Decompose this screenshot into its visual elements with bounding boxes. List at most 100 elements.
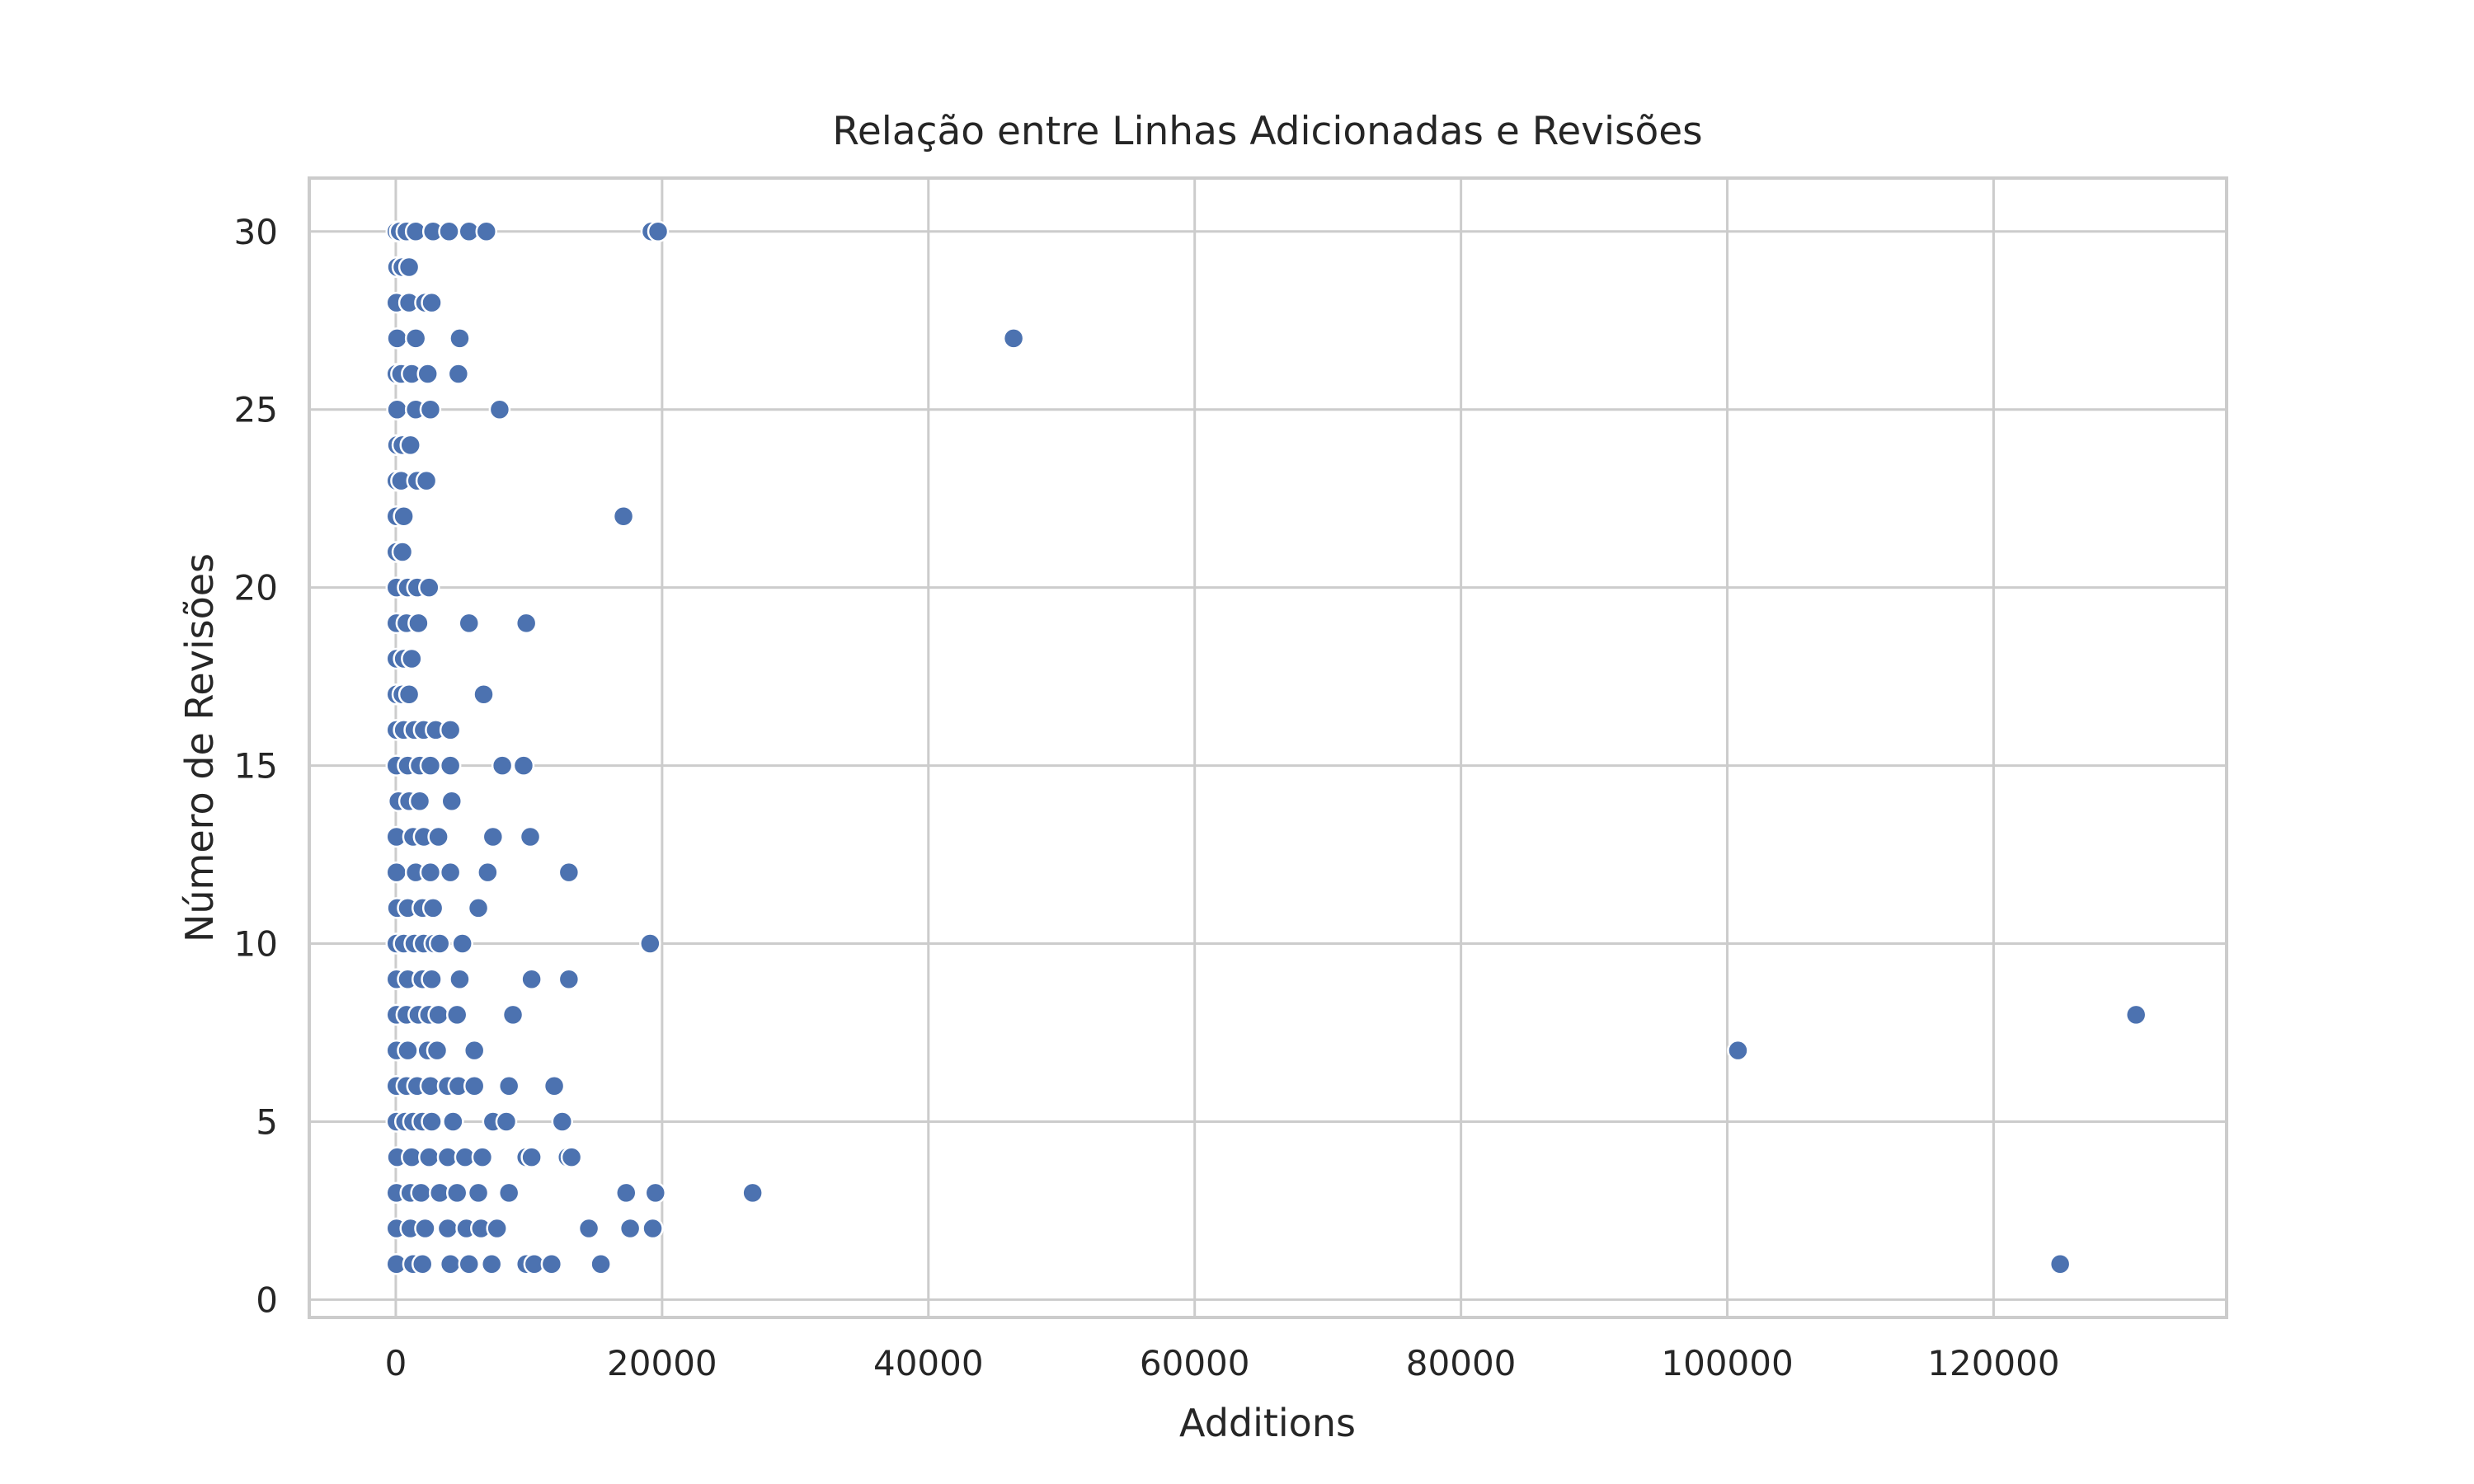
scatter-point <box>449 327 471 350</box>
scatter-point <box>439 719 462 741</box>
scatter-point <box>488 398 511 420</box>
y-tick-label: 30 <box>234 212 278 252</box>
scatter-point <box>497 1075 520 1097</box>
scatter-point <box>439 861 462 884</box>
x-tick-label: 120000 <box>1927 1343 2059 1383</box>
scatter-point <box>421 1111 443 1133</box>
scatter-point <box>458 612 480 635</box>
scatter-point <box>428 932 451 955</box>
scatter-point <box>416 363 439 385</box>
y-tick-label: 10 <box>234 924 278 965</box>
scatter-point <box>386 398 408 420</box>
scatter-point <box>486 1217 508 1240</box>
scatter-point <box>421 968 443 990</box>
scatter-point <box>427 825 449 848</box>
scatter-point <box>419 754 442 777</box>
y-tick-labels: 0 5 10 15 20 25 30 <box>234 212 278 1321</box>
scatter-point <box>1727 1039 1749 1062</box>
scatter-point <box>475 220 497 243</box>
y-tick-label: 5 <box>256 1101 278 1142</box>
y-tick-label: 20 <box>234 568 278 608</box>
x-tick-label: 80000 <box>1406 1343 1517 1383</box>
x-tick-label: 40000 <box>873 1343 984 1383</box>
scatter-point <box>419 861 442 884</box>
scatter-point <box>647 220 670 243</box>
scatter-point <box>551 1111 574 1133</box>
scatter-point <box>399 434 421 457</box>
scatter-point <box>501 1003 524 1026</box>
scatter-point <box>421 897 444 919</box>
scatter-point <box>439 754 462 777</box>
scatter-point <box>1002 327 1025 350</box>
scatter-point <box>407 612 430 635</box>
scatter-point <box>639 932 661 955</box>
scatter-point <box>436 1217 459 1240</box>
scatter-point <box>419 398 442 420</box>
scatter-point <box>540 1252 563 1275</box>
scatter-point <box>471 1146 494 1168</box>
scatter-point <box>391 541 414 563</box>
scatter-point <box>557 968 581 990</box>
scatter-point <box>520 968 543 990</box>
grid-lines <box>309 178 2227 1317</box>
scatter-point <box>386 327 408 350</box>
scatter-point <box>477 861 499 884</box>
scatter-point <box>480 1252 503 1275</box>
scatter-point <box>467 1181 490 1205</box>
scatter-point <box>560 1146 583 1168</box>
scatter-point <box>411 1252 434 1275</box>
scatter-point <box>512 754 535 777</box>
y-tick-label: 15 <box>234 746 278 787</box>
x-tick-labels: 0 20000 40000 60000 80000 100000 120000 <box>385 1343 2060 1383</box>
y-axis-label: Número de Revisões <box>177 553 222 942</box>
y-tick-label: 0 <box>256 1280 278 1320</box>
y-tick-label: 25 <box>234 390 278 430</box>
scatter-point <box>451 932 473 955</box>
scatter-point <box>401 647 423 670</box>
scatter-point <box>495 1111 518 1133</box>
scatter-point <box>418 576 440 599</box>
scatter-point <box>644 1181 667 1205</box>
scatter-point <box>426 1039 449 1062</box>
scatter-point <box>467 897 490 919</box>
scatter-point <box>618 1217 642 1240</box>
scatter-point <box>491 754 514 777</box>
scatter-point <box>404 327 427 350</box>
scatter-point <box>519 825 542 848</box>
scatter-point <box>449 968 471 990</box>
scatter-point <box>515 612 538 635</box>
scatter-point <box>440 790 463 813</box>
x-tick-label: 60000 <box>1140 1343 1250 1383</box>
scatter-point <box>741 1181 764 1205</box>
x-tick-label: 0 <box>385 1343 407 1383</box>
scatter-point <box>393 505 415 528</box>
scatter-point <box>397 683 421 706</box>
scatter-point <box>543 1075 566 1097</box>
scatter-point <box>421 291 443 314</box>
scatter-point <box>497 1181 520 1205</box>
scatter-point <box>414 1217 436 1240</box>
scatter-point <box>447 363 470 385</box>
scatter-point <box>397 1039 419 1062</box>
scatter-point <box>418 1146 440 1168</box>
scatter-point <box>408 790 431 813</box>
scatter-point <box>445 1181 468 1205</box>
scatter-point <box>482 825 505 848</box>
x-tick-label: 20000 <box>607 1343 717 1383</box>
scatter-point <box>439 1252 462 1275</box>
scatter-point <box>442 1111 464 1133</box>
data-points <box>385 220 2147 1275</box>
scatter-point <box>557 861 581 884</box>
scatter-point <box>397 256 421 279</box>
x-tick-label: 100000 <box>1661 1343 1793 1383</box>
scatter-point <box>642 1217 664 1240</box>
scatter-point <box>427 1003 449 1026</box>
chart-title: Relação entre Linhas Adicionadas e Revis… <box>832 109 1702 154</box>
scatter-point <box>463 1075 486 1097</box>
scatter-point <box>2124 1003 2147 1026</box>
scatter-point <box>612 505 635 528</box>
plot-area <box>308 176 2228 1319</box>
scatter-point <box>590 1252 612 1275</box>
scatter-point <box>577 1217 600 1240</box>
